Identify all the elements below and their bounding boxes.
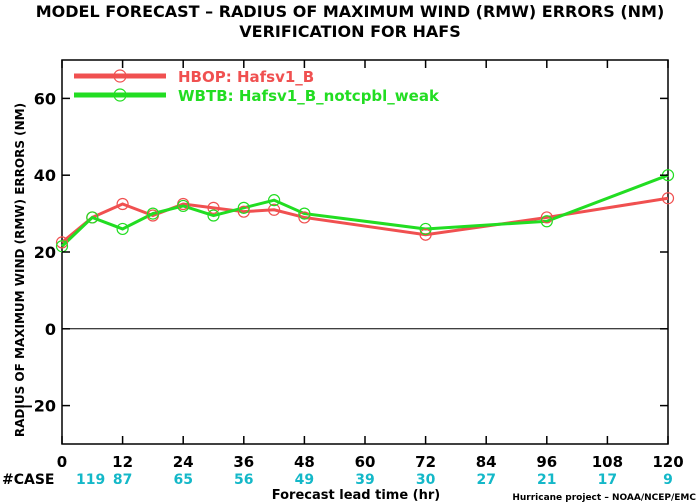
- credit-text: Hurricane project – NOAA/NCEP/EMC: [512, 493, 696, 503]
- case-count: 30: [416, 472, 436, 488]
- series-line: [60, 173, 669, 248]
- data-point: [419, 228, 432, 241]
- case-counts: 119 87 65 56 49 39 30 27 21 17 9: [76, 472, 673, 488]
- case-count: 87: [113, 472, 132, 488]
- x-tick-label: 72: [415, 453, 436, 471]
- data-point: [268, 194, 281, 207]
- y-tick-label: 60: [34, 89, 56, 108]
- data-point: [268, 203, 281, 216]
- plot-frame: [61, 59, 669, 445]
- y-tick-label: −20: [20, 397, 56, 416]
- data-point: [86, 211, 99, 224]
- case-count: 119: [76, 472, 105, 488]
- x-tick-label: 48: [294, 453, 315, 471]
- data-point: [237, 201, 250, 214]
- case-count: 17: [598, 472, 617, 488]
- legend-label: HBOP: Hafsv1_B: [178, 68, 314, 86]
- chart-title: MODEL FORECAST – RADIUS OF MAXIMUM WIND …: [36, 2, 665, 21]
- y-tick-label: 40: [34, 166, 56, 185]
- x-tick-label: 24: [173, 453, 194, 471]
- y-tick-label: 20: [34, 243, 56, 262]
- series-layer: [55, 169, 675, 253]
- x-tick-label: 120: [652, 453, 683, 471]
- data-point: [116, 197, 129, 211]
- data-point: [55, 236, 69, 249]
- case-count: 39: [355, 472, 374, 488]
- legend-marker: [113, 69, 127, 83]
- data-point: [207, 201, 220, 214]
- x-tick-label: 84: [476, 453, 497, 471]
- data-point: [661, 192, 675, 205]
- case-count: 27: [476, 472, 495, 488]
- legend-marker: [113, 88, 127, 102]
- case-count: 56: [234, 472, 253, 488]
- x-axis-ticks: 0 12 24 36 48 60 72 84 96 108 120: [57, 60, 684, 471]
- case-count: 21: [537, 472, 556, 488]
- case-count: 65: [173, 472, 192, 488]
- case-count: 49: [295, 472, 314, 488]
- x-tick-label: 0: [57, 453, 67, 471]
- x-axis-label: Forecast lead time (hr): [272, 488, 440, 503]
- data-point: [207, 209, 220, 222]
- x-tick-label: 36: [233, 453, 254, 471]
- data-point: [237, 205, 250, 218]
- x-tick-label: 108: [592, 453, 623, 471]
- data-point: [116, 222, 129, 236]
- data-point: [298, 207, 311, 220]
- y-tick-label: 0: [45, 320, 56, 339]
- y-axis-ticks: −20 0 20 40 60: [20, 89, 668, 416]
- x-tick-label: 12: [112, 453, 133, 471]
- x-tick-label: 60: [355, 453, 376, 471]
- data-point: [419, 222, 432, 236]
- chart-subtitle: VERIFICATION FOR HAFS: [239, 22, 460, 41]
- data-point: [540, 211, 553, 224]
- x-tick-label: 96: [536, 453, 557, 471]
- y-axis-label: RADIUS OF MAXIMUM WIND (RMW) ERRORS (NM): [13, 103, 27, 437]
- data-point: [177, 199, 190, 213]
- data-point: [298, 211, 311, 224]
- case-count: 9: [663, 472, 673, 488]
- data-point: [540, 215, 553, 228]
- data-point: [146, 207, 159, 220]
- legend-label: WBTB: Hafsv1_B_notcpbl_weak: [178, 87, 440, 105]
- case-label: #CASE: [2, 472, 55, 488]
